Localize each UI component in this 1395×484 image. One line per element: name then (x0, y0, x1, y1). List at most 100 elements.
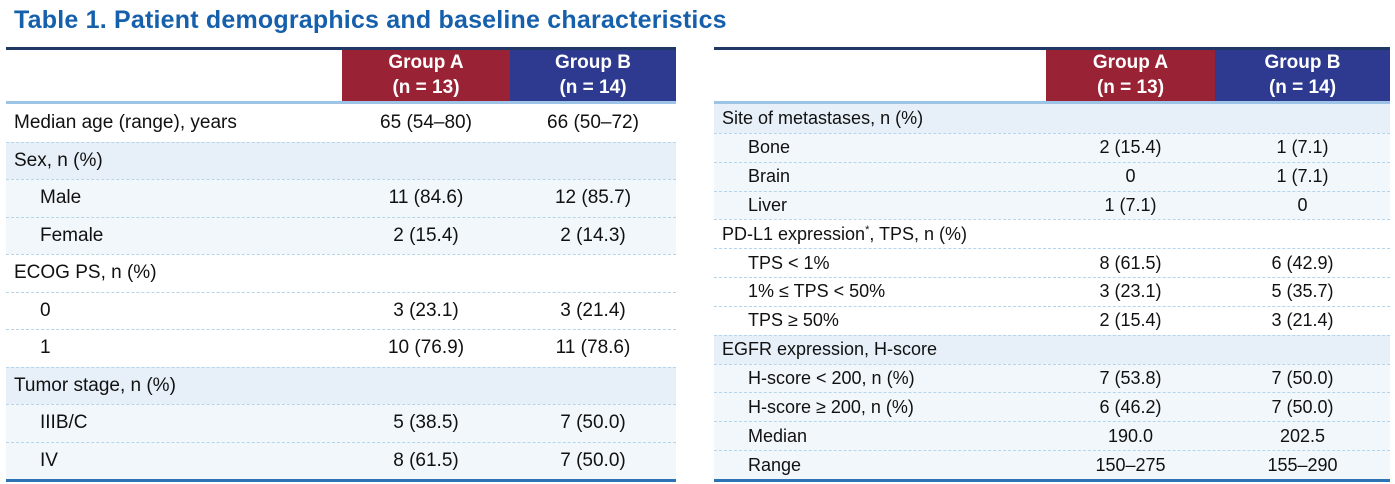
table-row: 1% ≤ TPS < 50% 3 (23.1) 5 (35.7) (714, 277, 1390, 306)
group-b-value: 2 (14.3) (560, 224, 626, 246)
row-label: Median (748, 425, 808, 446)
row-label: H-score ≥ 200, n (%) (748, 396, 914, 417)
group-a-value: 5 (38.5) (393, 412, 459, 434)
group-b-value: 7 (50.0) (1271, 396, 1334, 417)
row-label: Brain (748, 166, 791, 187)
group-b-value: 66 (50–72) (547, 111, 639, 133)
table-row: Male 11 (84.6) 12 (85.7) (6, 179, 676, 217)
table-row: H-score ≥ 200, n (%) 6 (46.2) 7 (50.0) (714, 392, 1390, 422)
group-a-value: 2 (15.4) (1099, 137, 1162, 158)
row-label-main: PD-L1 expression (722, 223, 866, 244)
row-label: H-score < 200, n (%) (748, 368, 915, 389)
group-b-label: Group B (555, 51, 631, 73)
footnote-asterisk: * (865, 223, 870, 236)
section-row: EGFR expression, H-score (714, 334, 1390, 364)
row-label: Tumor stage, n (%) (14, 374, 176, 396)
table-row: Median age (range), years 65 (54–80) 66 … (6, 104, 676, 142)
demographics-table-right: Group A (n = 13) Group B (n = 14) Site o… (714, 47, 1390, 482)
row-label: PD-L1 expression*, TPS, n (%) (714, 224, 1046, 245)
group-a-value: 1 (7.1) (1104, 194, 1157, 215)
left-header-spacer-cell (6, 50, 342, 101)
group-b-label: Group B (1264, 51, 1341, 73)
group-a-value: 0 (1125, 166, 1136, 187)
group-a-label: Group A (1092, 51, 1169, 73)
row-label: Liver (748, 194, 788, 215)
left-table-header-row: Group A (n = 13) Group B (n = 14) (6, 50, 676, 104)
group-b-value: 3 (21.4) (560, 299, 626, 321)
group-a-n: (n = 13) (392, 76, 460, 98)
group-b-value: 155–290 (1267, 454, 1338, 475)
group-b-value: 7 (50.0) (560, 449, 626, 471)
group-a-value: 65 (54–80) (380, 111, 472, 133)
group-a-value: 3 (23.1) (1099, 281, 1162, 302)
row-label: Bone (748, 137, 791, 158)
row-label: 0 (40, 299, 51, 321)
group-b-n: (n = 14) (559, 76, 627, 98)
group-b-value: 1 (7.1) (1276, 137, 1329, 158)
group-a-value: 150–275 (1095, 454, 1166, 475)
group-b-value: 202.5 (1279, 425, 1326, 446)
table-row: Liver 1 (7.1) 0 (714, 190, 1390, 220)
row-label: Site of metastases, n (%) (722, 107, 924, 128)
right-group-b-header-cell: Group B (n = 14) (1215, 50, 1390, 101)
row-label: Range (748, 454, 802, 475)
left-group-a-header-cell: Group A (n = 13) (342, 50, 510, 101)
table-row: TPS < 1% 8 (61.5) 6 (42.9) (714, 248, 1390, 278)
group-b-n: (n = 14) (1268, 76, 1337, 98)
group-a-value: 3 (23.1) (393, 299, 459, 321)
group-b-value: 11 (78.6) (555, 337, 631, 359)
section-row: PD-L1 expression*, TPS, n (%) (714, 219, 1390, 249)
group-a-value: 8 (61.5) (1099, 252, 1162, 273)
group-a-value: 2 (15.4) (393, 224, 459, 246)
group-b-value: 1 (7.1) (1276, 166, 1329, 187)
table-row: Median 190.0 202.5 (714, 421, 1390, 451)
section-row: Site of metastases, n (%) (714, 104, 1390, 133)
table-row: Female 2 (15.4) 2 (14.3) (6, 216, 676, 254)
table-row: TPS ≥ 50% 2 (15.4) 3 (21.4) (714, 305, 1390, 335)
group-a-value: 10 (76.9) (387, 337, 465, 359)
group-b-value: 7 (50.0) (560, 412, 626, 434)
group-a-n: (n = 13) (1096, 76, 1165, 98)
row-label: TPS ≥ 50% (748, 310, 839, 331)
row-label: IIIB/C (40, 412, 88, 434)
group-b-value: 0 (1297, 194, 1308, 215)
row-label: Median age (range), years (14, 111, 237, 133)
section-row: Tumor stage, n (%) (6, 366, 676, 404)
table-row: Brain 0 1 (7.1) (714, 161, 1390, 191)
demographics-table-left: Group A (n = 13) Group B (n = 14) Median… (6, 47, 676, 482)
table-row: H-score < 200, n (%) 7 (53.8) 7 (50.0) (714, 363, 1390, 393)
row-label: Sex, n (%) (14, 149, 103, 171)
left-group-b-header-cell: Group B (n = 14) (510, 50, 676, 101)
table-row: IIIB/C 5 (38.5) 7 (50.0) (6, 404, 676, 442)
group-a-value: 7 (53.8) (1099, 368, 1162, 389)
group-b-value: 7 (50.0) (1271, 368, 1334, 389)
right-header-spacer-cell (714, 50, 1046, 101)
right-table-header-row: Group A (n = 13) Group B (n = 14) (714, 50, 1390, 104)
section-row: ECOG PS, n (%) (6, 254, 676, 292)
row-label: ECOG PS, n (%) (14, 262, 157, 284)
row-label: 1 (40, 337, 51, 359)
row-label: TPS < 1% (748, 252, 830, 273)
group-a-value: 6 (46.2) (1099, 396, 1162, 417)
row-label: IV (40, 449, 58, 471)
row-label: Female (40, 224, 104, 246)
group-b-value: 5 (35.7) (1271, 281, 1334, 302)
group-a-value: 11 (84.6) (388, 187, 464, 209)
table-row: 0 3 (23.1) 3 (21.4) (6, 291, 676, 329)
right-group-a-header-cell: Group A (n = 13) (1046, 50, 1215, 101)
table-row: Range 150–275 155–290 (714, 450, 1390, 479)
row-label: EGFR expression, H-score (722, 339, 938, 360)
table-row: Bone 2 (15.4) 1 (7.1) (714, 132, 1390, 162)
table-row: IV 8 (61.5) 7 (50.0) (6, 441, 676, 479)
row-label-rest: , TPS, n (%) (869, 223, 968, 244)
group-a-value: 190.0 (1107, 425, 1154, 446)
group-a-label: Group A (388, 51, 464, 73)
group-b-value: 6 (42.9) (1271, 252, 1334, 273)
group-a-value: 2 (15.4) (1099, 310, 1162, 331)
table-title: Table 1. Patient demographics and baseli… (14, 6, 727, 34)
section-row: Sex, n (%) (6, 141, 676, 179)
table-row: 1 10 (76.9) 11 (78.6) (6, 329, 676, 367)
group-b-value: 12 (85.7) (554, 187, 632, 209)
group-a-value: 8 (61.5) (393, 449, 459, 471)
